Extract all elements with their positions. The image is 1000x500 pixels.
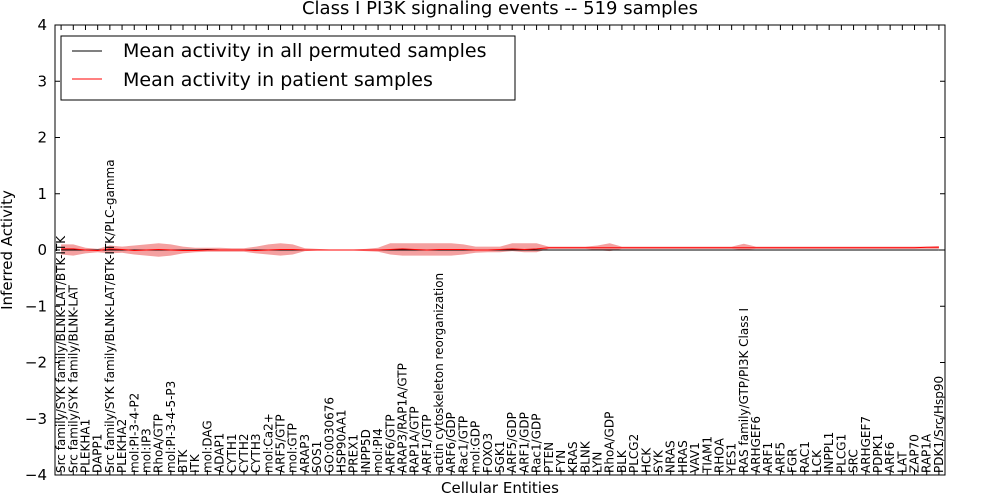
x-category-label: SOS1 <box>310 441 324 473</box>
y-tick-label: −1 <box>25 297 47 315</box>
y-tick-label: −2 <box>25 354 47 372</box>
x-category-label: GO:0030676 <box>322 397 336 473</box>
x-category-label: Src family/SYK family/BLNK-LAT/BTK-ITK <box>54 235 68 473</box>
y-axis-label: Inferred Activity <box>0 190 16 310</box>
series-line-patient <box>61 246 939 252</box>
x-category-label: PREX1 <box>347 434 361 473</box>
y-tick-label: 4 <box>37 16 47 34</box>
x-category-label: KRAS <box>566 441 580 473</box>
x-category-label: RhoA/GTP <box>152 414 166 473</box>
x-category-label: CYTH1 <box>225 434 239 474</box>
x-category-label: PLEKHA2 <box>115 419 129 473</box>
x-category-label: Rac1/GDP <box>530 414 544 473</box>
x-category-label: ARF6 <box>883 442 897 473</box>
x-category-label: Src family/SYK family/BLNK-LAT <box>66 284 80 473</box>
x-category-label: PDK1/Src/Hsp90 <box>932 376 946 473</box>
x-category-label: HSP90AA1 <box>335 409 349 473</box>
x-category-label: ARF1/GTP <box>420 414 434 473</box>
x-category-label: ARAP3 <box>298 434 312 473</box>
x-category-label: SRC <box>847 449 861 473</box>
x-category-label: Src family/SYK family/BLNK-LAT/BTK-ITK/P… <box>103 159 117 473</box>
x-category-label: CYTH2 <box>237 434 251 474</box>
plot-area: −4 −3 −2 −1 0 1 2 3 4 Src family/SYK family/BLNK-… <box>25 16 946 484</box>
x-category-label: PDPK1 <box>871 434 885 473</box>
x-category-label: mol:IP3 <box>139 428 153 473</box>
x-category-label: LAT <box>895 451 909 473</box>
x-category-label: ARF6/GDP <box>444 412 458 473</box>
x-category-label: ARF6/GTP <box>383 414 397 473</box>
x-category-label: mol:PI-3-4-P2 <box>127 393 141 473</box>
x-category-label: ITK <box>188 453 202 473</box>
x-category-label: actin cytoskeleton reorganization <box>432 273 446 473</box>
x-category-label: PLEKHA1 <box>78 419 92 473</box>
y-tick-label: 3 <box>37 72 47 90</box>
x-category-label: SGK1 <box>493 441 507 473</box>
x-category-label: SYK <box>651 449 665 473</box>
x-category-label: VAV1 <box>688 442 702 473</box>
x-category-label: INPPL1 <box>822 432 836 473</box>
x-category-label: ARF5/GTP <box>274 414 288 473</box>
x-category-label: ARF5 <box>773 442 787 473</box>
x-category-label: mol:PI-3-4-5-P3 <box>164 381 178 473</box>
x-category-label: mol:PI4 <box>371 428 385 473</box>
x-category-label: RAP1A <box>920 433 934 473</box>
x-category-label: CYTH3 <box>249 434 263 474</box>
x-category-label: FYN <box>554 450 568 473</box>
y-tick-label: −4 <box>25 466 47 484</box>
y-tick-label: −3 <box>25 410 47 428</box>
series-line-permuted <box>61 248 939 251</box>
x-category-label: RAS family/GTP/PI3K Class I <box>737 308 751 473</box>
x-category-label: ARHGEF7 <box>859 416 873 473</box>
x-category-label: ARF5/GDP <box>505 412 519 473</box>
x-category-label: RHOA <box>712 437 726 473</box>
x-category-label: mol:GDP <box>469 421 483 473</box>
y-tick-label: 2 <box>37 129 47 147</box>
x-category-label: RAC1 <box>798 441 812 473</box>
x-category-label: PLCG2 <box>627 434 641 473</box>
x-category-label: PTEN <box>542 442 556 473</box>
legend-label-permuted: Mean activity in all permuted samples <box>123 40 486 62</box>
x-category-label: ARF1 <box>761 442 775 473</box>
legend-label-patient: Mean activity in patient samples <box>123 69 433 91</box>
x-category-label: HRAS <box>676 440 690 473</box>
x-category-label: ARAP3/RAP1A/GTP <box>395 363 409 473</box>
x-category-label: Rac1/GTP <box>456 416 470 473</box>
x-category-label: ADAP1 <box>213 433 227 473</box>
x-category-label: BLNK <box>578 440 592 473</box>
x-category-label: ARHGEF6 <box>749 416 763 473</box>
x-category-label: BLK <box>615 449 629 473</box>
x-category-label: RhoA/GDP <box>603 412 617 473</box>
x-category-label: YES1 <box>725 443 739 474</box>
x-category-label: mol:DAG <box>200 420 214 473</box>
legend-box <box>60 35 516 101</box>
y-tick-label: 0 <box>37 241 47 259</box>
x-category-label: LYN <box>591 452 605 473</box>
x-axis-label: Cellular Entities <box>441 479 559 497</box>
x-category-label: NRAS <box>664 440 678 473</box>
x-category-label: INPP5D <box>359 429 373 473</box>
x-category-label: PLCG1 <box>834 434 848 473</box>
x-category-label: ARF1/GDP <box>517 412 531 473</box>
x-category-label: FOXO3 <box>481 433 495 473</box>
x-category-label: RAP1A/GTP <box>408 406 422 473</box>
x-category-label: mol:GTP <box>286 423 300 473</box>
x-category-label: DAPP1 <box>91 434 105 473</box>
x-category-label: FGR <box>786 448 800 473</box>
x-category-label: mol:Ca2+ <box>261 413 275 473</box>
x-category-label: LCK <box>810 449 824 473</box>
x-category-label: HCK <box>639 447 653 473</box>
x-category-label: TIAM1 <box>700 436 714 474</box>
x-category-label: BTK <box>176 448 190 473</box>
y-tick-label: 1 <box>37 185 47 203</box>
chart-title: Class I PI3K signaling events -- 519 sam… <box>302 0 698 19</box>
legend: Mean activity in all permuted samples Me… <box>60 35 516 101</box>
x-category-label: ZAP70 <box>908 434 922 473</box>
